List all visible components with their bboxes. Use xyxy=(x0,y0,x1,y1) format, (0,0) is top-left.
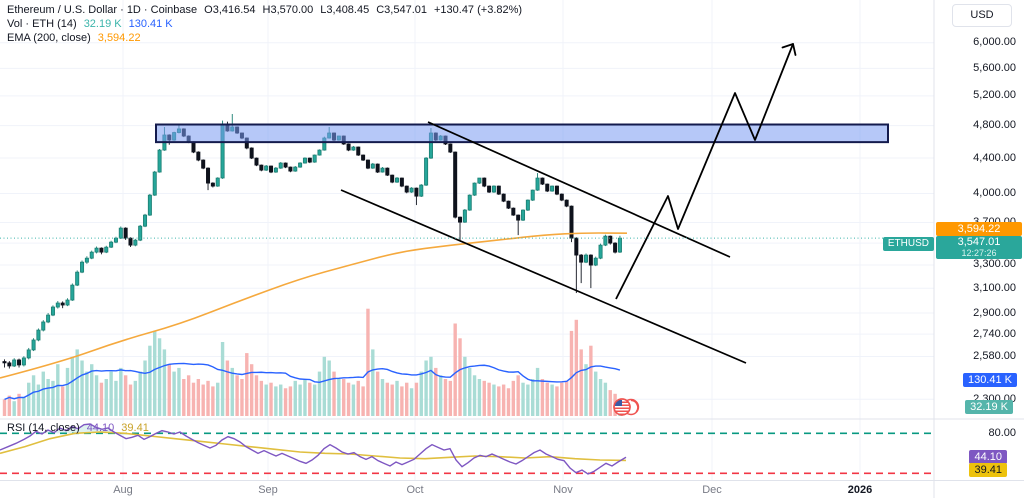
us-flag-icon xyxy=(613,398,640,416)
volume-current-value: 32.19 K xyxy=(83,18,122,30)
ema-price-badge[interactable]: 3,594.22 xyxy=(936,222,1022,236)
rsi-ma-badge[interactable]: 39.41 xyxy=(969,463,1007,477)
rsi-legend-row[interactable]: RSI (14, close) 44.10 39.41 xyxy=(7,421,149,435)
price-tick-label: 5,200.00 xyxy=(973,89,1016,102)
time-axis-label: 2026 xyxy=(847,484,873,496)
rsi-indicator-label[interactable]: RSI (14, close) xyxy=(7,422,80,434)
ema-indicator-label[interactable]: EMA (200, close) xyxy=(7,32,91,44)
volume-value-badge[interactable]: 32.19 K xyxy=(965,400,1013,414)
time-axis-label: Aug xyxy=(113,484,133,496)
last-price-value: 3,547.01 xyxy=(957,236,1001,248)
time-axis-label: Nov xyxy=(553,484,573,496)
price-tick-label: 3,300.00 xyxy=(973,258,1016,271)
price-tick-label: 4,400.00 xyxy=(973,151,1016,164)
price-tick-label: 2,900.00 xyxy=(973,306,1016,319)
ema-legend-row[interactable]: EMA (200, close) 3,594.22 xyxy=(7,31,141,45)
volume-legend-row[interactable]: Vol · ETH (14) 32.19 K 130.41 K xyxy=(7,17,173,31)
ohlc-low: L3,408.45 xyxy=(320,4,370,16)
price-tick-label: 3,100.00 xyxy=(973,281,1016,294)
price-tick-label: 4,800.00 xyxy=(973,119,1016,132)
price-tick-label: 6,000.00 xyxy=(973,36,1016,49)
time-axis-label: Sep xyxy=(258,484,278,496)
volume-indicator-label[interactable]: Vol · ETH (14) xyxy=(7,18,77,30)
symbol-label-badge[interactable]: ETHUSD xyxy=(882,237,934,251)
time-axis-label: Dec xyxy=(702,484,722,496)
time-axis-label: Oct xyxy=(406,484,424,496)
currency-toggle-button[interactable]: USD xyxy=(952,4,1012,27)
price-tick-label: 5,600.00 xyxy=(973,61,1016,74)
ohlc-close: C3,547.01 xyxy=(376,4,427,16)
ohlc-high: H3,570.00 xyxy=(262,4,314,16)
bar-countdown: 12:27:26 xyxy=(961,248,997,258)
symbol-title[interactable]: Ethereum / U.S. Dollar · 1D · Coinbase xyxy=(7,4,198,16)
rsi-value-badge[interactable]: 44.10 xyxy=(969,450,1007,464)
rsi-value: 44.10 xyxy=(86,422,115,434)
price-tick-label: 2,580.00 xyxy=(973,349,1016,362)
ohlc-change: +130.47 (+3.82%) xyxy=(433,4,523,16)
price-tick-label: 2,740.00 xyxy=(973,327,1016,340)
last-price-badge[interactable]: 3,547.01 12:27:26 xyxy=(936,236,1022,259)
ema-value: 3,594.22 xyxy=(97,32,141,44)
volume-ma-badge[interactable]: 130.41 K xyxy=(962,373,1017,387)
rsi-ma-value: 39.41 xyxy=(121,422,149,434)
volume-ma-value: 130.41 K xyxy=(128,18,173,30)
price-tick-label: 4,000.00 xyxy=(973,186,1016,199)
ohlc-open: O3,416.54 xyxy=(204,4,256,16)
rsi-tick-label: 80.00 xyxy=(988,426,1016,439)
symbol-legend-row[interactable]: Ethereum / U.S. Dollar · 1D · Coinbase O… xyxy=(7,3,522,17)
